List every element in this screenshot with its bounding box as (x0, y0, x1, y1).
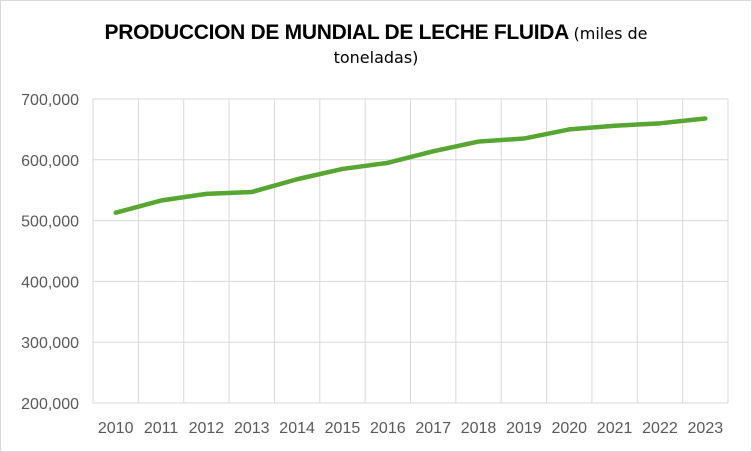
x-tick-label: 2012 (189, 420, 225, 437)
series-line (113, 116, 708, 215)
series-group (113, 116, 708, 215)
x-tick-label: 2011 (144, 420, 179, 437)
x-tick-label: 2015 (325, 420, 361, 437)
y-tick-label: 300,000 (21, 335, 79, 352)
x-tick-label: 2020 (551, 420, 587, 437)
x-tick-label: 2014 (279, 420, 315, 437)
x-tick-label: 2022 (642, 420, 678, 437)
chart-title-unit: (miles de (573, 24, 648, 43)
y-tick-label: 200,000 (21, 396, 79, 413)
y-tick-label: 600,000 (21, 153, 79, 170)
x-tick-label: 2010 (98, 420, 134, 437)
chart-title: PRODUCCION DE MUNDIAL DE LECHE FLUIDA (m… (0, 18, 752, 50)
x-tick-label: 2021 (597, 420, 633, 437)
x-axis-tick-labels: 2010 2011 2012 2013 2014 2015 2016 2017 2018 2019… (98, 420, 723, 437)
grid-lines (92, 98, 729, 404)
y-tick-label: 500,000 (21, 214, 79, 231)
y-tick-label: 400,000 (21, 274, 79, 291)
chart-title-unit-line2: toneladas) (333, 48, 419, 67)
y-tick-label: 700,000 (21, 92, 79, 109)
x-tick-label: 2018 (461, 420, 497, 437)
x-tick-label: 2017 (415, 420, 451, 437)
x-tick-label: 2019 (506, 420, 542, 437)
x-tick-label: 2013 (234, 420, 270, 437)
chart-title-main: PRODUCCION DE MUNDIAL DE LECHE FLUIDA (104, 21, 570, 44)
x-tick-label: 2023 (688, 420, 724, 437)
y-axis-tick-labels: 200,000 300,000 400,000 500,000 600,000 700,0… (21, 92, 79, 413)
x-tick-label: 2016 (370, 420, 406, 437)
